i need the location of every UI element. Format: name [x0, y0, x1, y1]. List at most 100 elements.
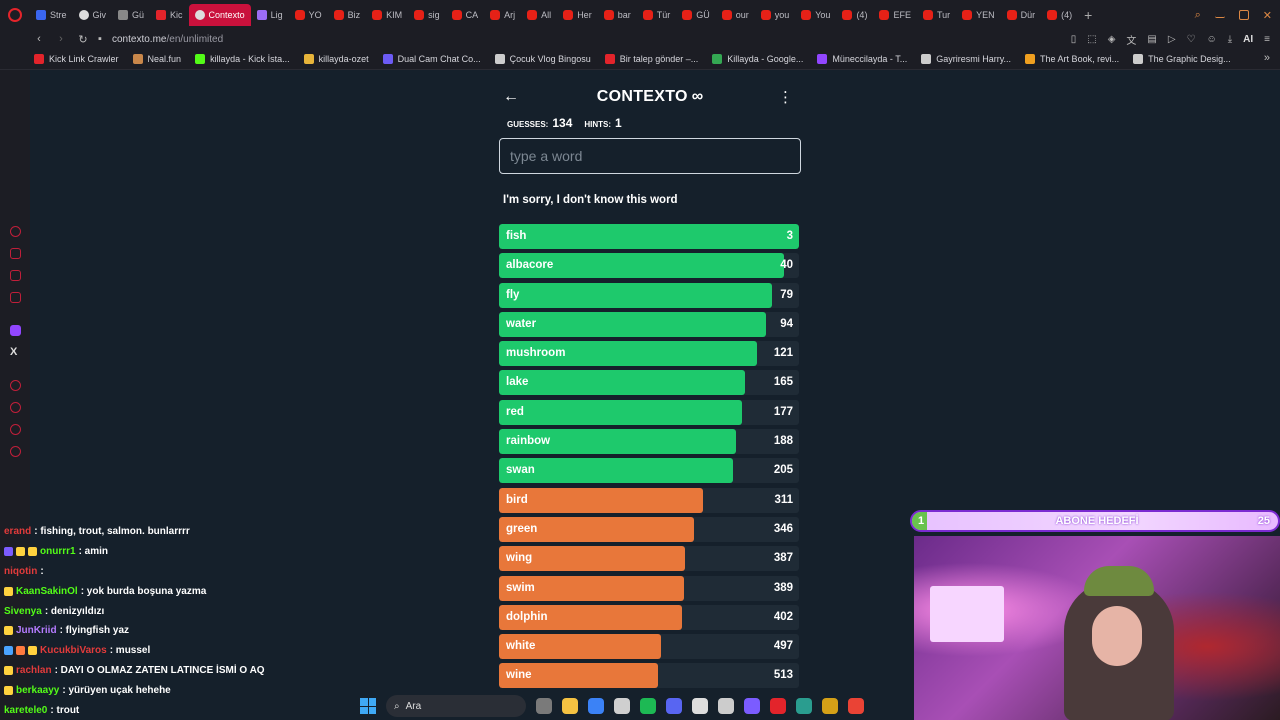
game-title: CONTEXTO ∞	[499, 88, 801, 106]
sidebar-pinboard-icon[interactable]	[10, 424, 21, 435]
minimize-button[interactable]	[1214, 12, 1225, 18]
sidebar-extensions-icon[interactable]	[10, 248, 21, 259]
chat-username: KucukbiVaros	[40, 645, 107, 657]
browser-tab[interactable]: Lig	[251, 4, 289, 26]
back-arrow-icon[interactable]: ←	[503, 88, 519, 105]
browser-tab[interactable]: (4)	[1041, 4, 1078, 26]
shield-icon[interactable]: ◈	[1107, 33, 1116, 45]
taskbar-app-icon[interactable]	[536, 698, 552, 714]
tab-favicon-icon	[760, 10, 771, 20]
forward-icon[interactable]: ›	[59, 33, 63, 45]
browser-tab[interactable]: sig	[408, 4, 446, 26]
taskbar-app-icon[interactable]	[666, 698, 682, 714]
taskbar-app-icon[interactable]	[822, 698, 838, 714]
bookmark-item[interactable]: killayda - Kick İsta...	[195, 53, 290, 64]
heart-icon[interactable]: ♡	[1186, 33, 1196, 45]
browser-tab[interactable]: our	[716, 4, 755, 26]
browser-tab[interactable]: Arj	[484, 4, 521, 26]
profile-icon[interactable]: ☺	[1206, 33, 1217, 45]
bookmark-item[interactable]: Neal.fun	[132, 53, 181, 64]
browser-tab[interactable]: you	[755, 4, 796, 26]
bookmark-item[interactable]: Çocuk Vlog Bingosu	[494, 53, 591, 64]
word-input[interactable]	[499, 138, 801, 174]
player-icon[interactable]: ▷	[1167, 33, 1176, 45]
browser-tab[interactable]: Tur	[917, 4, 956, 26]
tab-favicon-icon	[842, 10, 853, 20]
reload-icon[interactable]: ↻	[78, 33, 88, 46]
sidebar-history-icon[interactable]	[10, 402, 21, 413]
guess-row: dolphin 402	[499, 604, 799, 630]
bookmark-item[interactable]: Kick Link Crawler	[34, 53, 119, 64]
sidebar-player-icon[interactable]	[10, 380, 21, 391]
windows-start-icon[interactable]	[360, 698, 376, 714]
menu-icon[interactable]: ≡	[1264, 33, 1270, 45]
browser-tab[interactable]: KIM	[366, 4, 408, 26]
close-window-button[interactable]: ✕	[1262, 9, 1272, 22]
taskbar-app-icon[interactable]	[614, 698, 630, 714]
browser-tab[interactable]: GÜ	[676, 4, 716, 26]
taskbar-search[interactable]: ⌕ Ara	[386, 695, 526, 717]
browser-tab[interactable]: Kic	[150, 4, 189, 26]
bookmark-item[interactable]: Killayda - Google...	[712, 53, 803, 64]
sidebar-instagram-icon[interactable]	[10, 270, 21, 281]
url-field[interactable]: contexto.me/en/unlimited	[112, 33, 224, 45]
browser-tab[interactable]: Giv	[73, 4, 113, 26]
browser-tab[interactable]: EFE	[873, 4, 917, 26]
bookmark-item[interactable]: The Graphic Desig...	[1133, 53, 1231, 64]
browser-tab[interactable]: Biz	[328, 4, 367, 26]
taskbar-app-icon[interactable]	[744, 698, 760, 714]
browser-tab[interactable]: Her	[557, 4, 598, 26]
ai-button[interactable]: AI	[1243, 33, 1254, 45]
tab-favicon-icon	[879, 10, 890, 20]
translate-icon[interactable]: 文	[1126, 35, 1137, 47]
browser-tab[interactable]: Stre	[30, 4, 73, 26]
taskbar-app-icon[interactable]	[848, 698, 864, 714]
tab-favicon-icon	[194, 10, 205, 20]
bookmark-item[interactable]: The Art Book, revi...	[1025, 53, 1119, 64]
browser-tab[interactable]: (4)	[836, 4, 873, 26]
browser-tab[interactable]: Dür	[1001, 4, 1042, 26]
screenshot-icon[interactable]: ⬚	[1087, 33, 1097, 45]
browser-tab[interactable]: All	[521, 4, 557, 26]
sidebar-x-icon[interactable]: X	[10, 346, 18, 358]
guess-similarity-bar	[499, 253, 784, 279]
browser-tab[interactable]: Tür	[637, 4, 677, 26]
browser-tab[interactable]: CA	[446, 4, 485, 26]
taskbar-app-icon[interactable]	[692, 698, 708, 714]
bookmark-item[interactable]: Dual Cam Chat Co...	[382, 53, 481, 64]
sidebar-aria-icon[interactable]	[10, 226, 21, 237]
browser-tab[interactable]: bar	[598, 4, 637, 26]
taskbar-app-icon[interactable]	[770, 698, 786, 714]
taskbar-app-icon[interactable]	[588, 698, 604, 714]
download-icon[interactable]: ⤓	[1227, 33, 1233, 45]
taskbar-app-icon[interactable]	[562, 698, 578, 714]
bookmark-favicon-icon	[34, 53, 44, 64]
browser-tab[interactable]: Contexto	[188, 4, 251, 26]
bookmarks-more-icon[interactable]: »	[1263, 52, 1270, 64]
new-tab-button[interactable]: +	[1084, 7, 1093, 23]
maximize-button[interactable]	[1238, 10, 1249, 20]
opera-logo-icon[interactable]	[0, 0, 30, 30]
browser-tab[interactable]: You	[795, 4, 836, 26]
browser-tab[interactable]: Gü	[112, 4, 150, 26]
wallet-icon[interactable]: ▤	[1147, 33, 1157, 45]
bookmark-item[interactable]: killayda-ozet	[303, 53, 369, 64]
guess-rank: 121	[773, 347, 793, 360]
hints-label: HINTS:	[584, 120, 612, 129]
bookmark-item[interactable]: Bir talep gönder –...	[604, 53, 698, 64]
browser-tab[interactable]: YEN	[956, 4, 1001, 26]
taskbar-app-icon[interactable]	[796, 698, 812, 714]
browser-tab[interactable]: YO	[289, 4, 328, 26]
sidebar-messenger-icon[interactable]	[10, 292, 21, 303]
search-tabs-icon[interactable]: ⌕	[1194, 8, 1201, 21]
back-icon[interactable]: ‹	[37, 33, 41, 45]
taskbar-app-icon[interactable]	[640, 698, 656, 714]
bookmark-page-icon[interactable]: ▯	[1070, 33, 1077, 45]
bookmark-item[interactable]: Gayriresmi Harry...	[921, 53, 1011, 64]
tab-label: YEN	[976, 10, 995, 20]
taskbar-app-icon[interactable]	[718, 698, 734, 714]
bookmark-item[interactable]: Müneccilayda - T...	[817, 53, 907, 64]
sidebar-settings-icon[interactable]	[10, 446, 21, 457]
sidebar-twitch-icon[interactable]	[10, 325, 21, 336]
kebab-menu-icon[interactable]: ⋮	[778, 89, 793, 106]
